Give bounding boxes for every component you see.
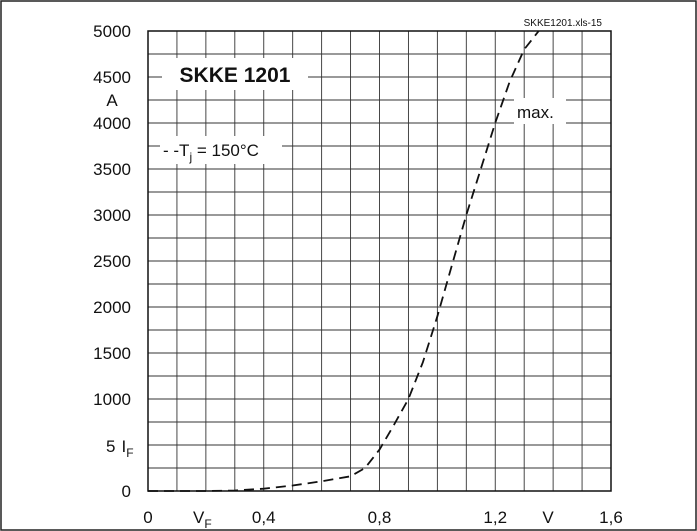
y-axis-label: 5 IF xyxy=(106,437,134,460)
y-label-symbol: I xyxy=(121,437,126,456)
plot-frame xyxy=(147,30,612,492)
curve-layer xyxy=(148,30,540,492)
x-label-symbol: V xyxy=(193,508,205,527)
x-axis-label: VF xyxy=(193,508,212,531)
condition-prefix: - - xyxy=(163,141,179,160)
y-tick-label: 3000 xyxy=(93,206,131,225)
x-axis-unit: V xyxy=(542,508,554,527)
y-tick-label: 2500 xyxy=(93,252,131,271)
source-label: SKKE1201.xls-15 xyxy=(524,18,603,29)
y-tick-label: 4500 xyxy=(93,68,131,87)
x-tick-label: 0 xyxy=(143,508,152,527)
title-box xyxy=(162,58,308,90)
curve-label: max. xyxy=(517,103,554,122)
y-tick-label: 2000 xyxy=(93,298,131,317)
y-tick-label: 3500 xyxy=(93,160,131,179)
condition-label: - -Tj = 150°C xyxy=(163,141,259,164)
y-tick-label: 1000 xyxy=(93,390,131,409)
x-tick-label: 1,2 xyxy=(483,508,507,527)
y-tick-label: 4000 xyxy=(93,114,131,133)
series-line-max xyxy=(148,30,540,492)
y-tick-label: 0 xyxy=(122,482,131,501)
condition-value: = 150°C xyxy=(192,141,259,160)
y-label-prefix: 5 xyxy=(106,437,115,456)
chart-title: SKKE 1201 xyxy=(180,64,291,87)
curve-label-box xyxy=(514,98,566,124)
y-tick-label: 1500 xyxy=(93,344,131,363)
x-tick-label: 1,6 xyxy=(599,508,623,527)
condition-box xyxy=(160,136,282,164)
x-tick-label: 0,4 xyxy=(252,508,276,527)
condition-symbol: T xyxy=(179,141,189,160)
x-label-subscript: F xyxy=(204,517,211,531)
y-axis-unit: A xyxy=(106,91,118,110)
y-tick-label: 5000 xyxy=(93,22,131,41)
tick-labels: 0 1000 1500 2000 2500 3000 3500 4000 4500 5000 0 0,… xyxy=(93,22,623,527)
x-tick-label: 0,8 xyxy=(368,508,392,527)
condition-subscript: j xyxy=(188,150,192,164)
y-label-subscript: F xyxy=(126,446,133,460)
